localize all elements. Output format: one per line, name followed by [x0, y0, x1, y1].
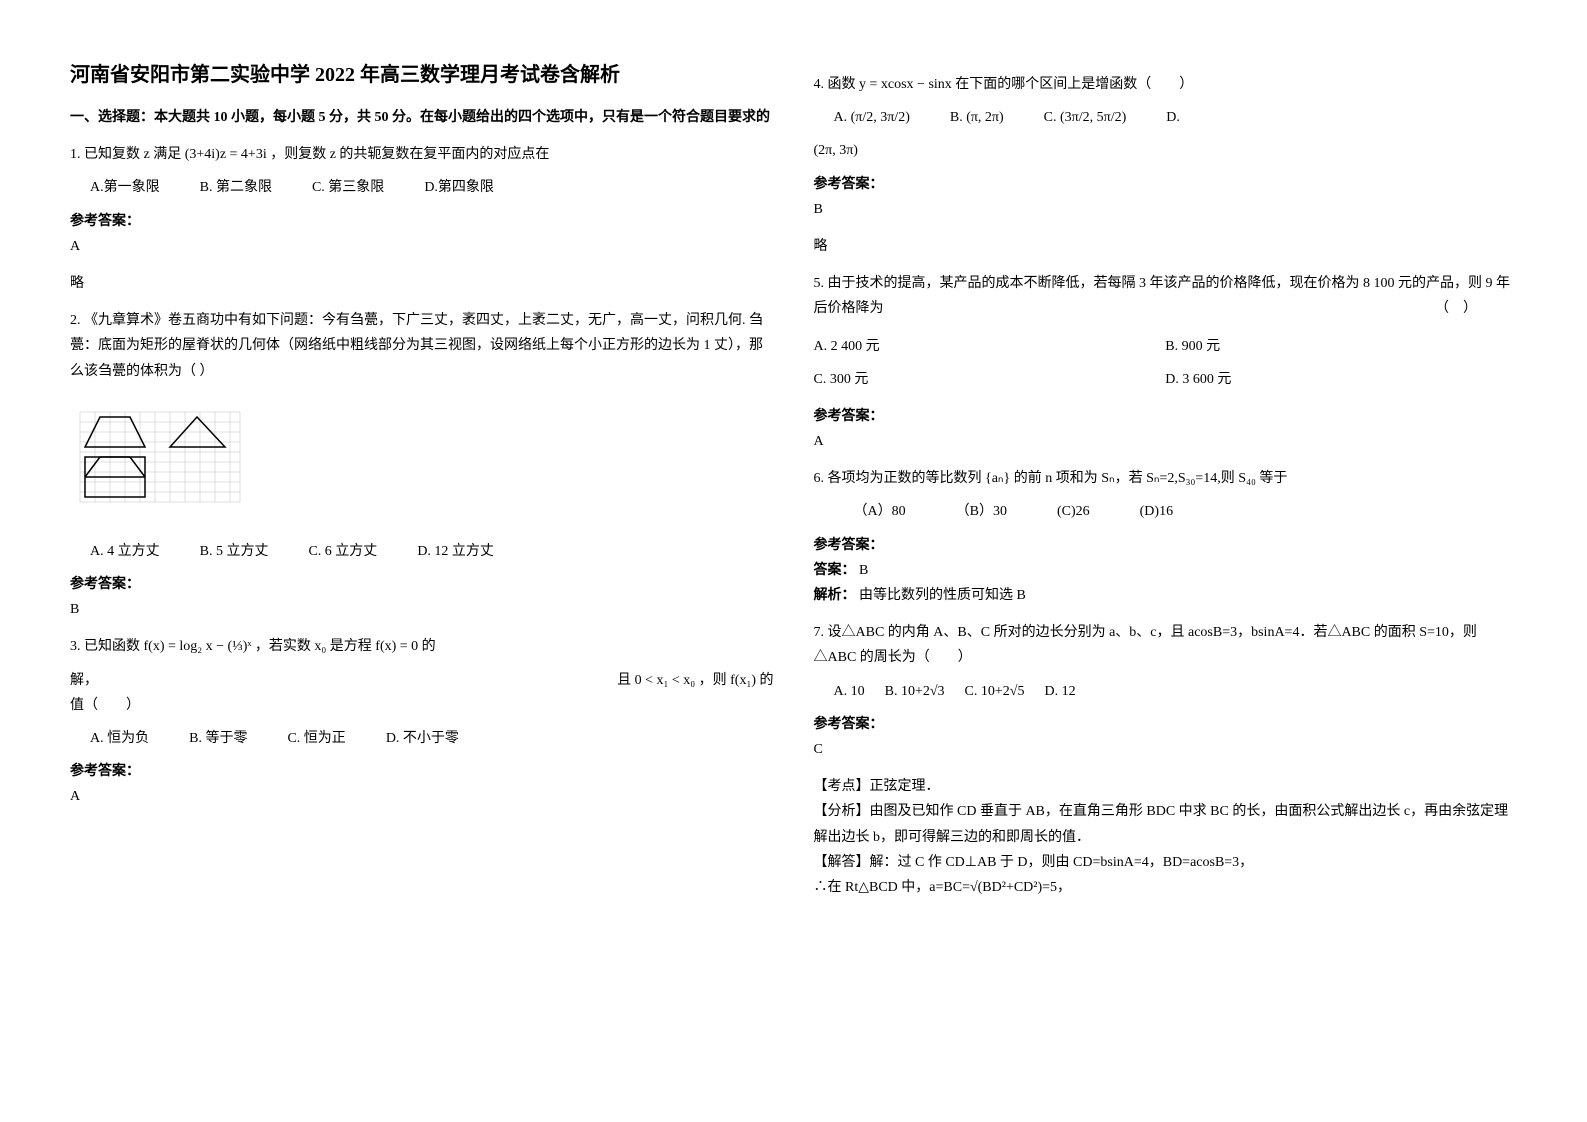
q2-diagram [70, 402, 250, 512]
q6-answer: B [859, 563, 868, 578]
q7-exp4: ∴在 Rt△BCD 中，a=BC=√(BD²+CD²)=5， [814, 875, 1518, 900]
q3-opt-a: A. 恒为负 [90, 726, 149, 751]
q6-note: 由等比数列的性质可知选 B [859, 588, 1026, 603]
q6-opt-d: (D)16 [1140, 499, 1173, 524]
q5-opt-c: C. 300 元 [814, 367, 1166, 392]
q1-opt-b: B. 第二象限 [200, 175, 272, 200]
q6-answer-prefix: 答案： [814, 563, 856, 578]
section-heading: 一、选择题：本大题共 10 小题，每小题 5 分，共 50 分。在每小题给出的四… [70, 105, 774, 130]
q1-note: 略 [70, 271, 774, 296]
q6-options: （A）80 （B）30 (C)26 (D)16 [814, 499, 1518, 524]
q5-opt-b: B. 900 元 [1165, 334, 1517, 359]
q3-opt-d: D. 不小于零 [386, 726, 459, 751]
q7-options: A. 10 B. 10+2√3 C. 10+2√5 D. 12 [814, 679, 1518, 704]
q2-answer: B [70, 597, 774, 622]
q4-opt-c: C. (3π/2, 5π/2) [1044, 105, 1127, 130]
q7-exp2: 【分析】由图及已知作 CD 垂直于 AB，在直角三角形 BDC 中求 BC 的长… [814, 799, 1518, 849]
q1-text: 1. 已知复数 z 满足 (3+4i)z = 4+3i ，则复数 z 的共轭复数… [70, 147, 549, 162]
right-column: 4. 函数 y = xcosx − sinx 在下面的哪个区间上是增函数（ ） … [794, 60, 1538, 1062]
q2-options: A. 4 立方丈 B. 5 立方丈 C. 6 立方丈 D. 12 立方丈 [70, 539, 774, 564]
q3-line2-left: 解， [70, 668, 98, 693]
q5-answer: A [814, 429, 1518, 454]
question-2: 2. 《九章算术》卷五商功中有如下问题：今有刍甍，下广三丈，袤四丈，上袤二丈，无… [70, 308, 774, 384]
q3-line2-right: 且 0 < x₁ < x₀ ，则 f(x₁) 的 [617, 668, 773, 693]
q5-answer-label: 参考答案： [814, 404, 1518, 429]
q4-answer: B [814, 197, 1518, 222]
q6-opt-c: (C)26 [1057, 499, 1090, 524]
q4-note: 略 [814, 234, 1518, 259]
q6-note-prefix: 解析： [814, 588, 856, 603]
q7-answer-label: 参考答案： [814, 712, 1518, 737]
q5-paren: （ ） [1435, 296, 1477, 321]
q3-formula: f(x) = log₂ x − (⅓)ˣ [144, 639, 252, 654]
q1-opt-c: C. 第三象限 [312, 175, 384, 200]
q3-text-p1: 3. 已知函数 [70, 639, 144, 654]
q6-answer-line: 答案： B [814, 558, 1518, 583]
q3-line3: 值（ ） [70, 693, 774, 718]
q1-answer: A [70, 234, 774, 259]
question-7: 7. 设△ABC 的内角 A、B、C 所对的边长分别为 a、b、c，且 acos… [814, 620, 1518, 670]
q2-opt-c: C. 6 立方丈 [308, 539, 377, 564]
q1-opt-d: D.第四象限 [424, 175, 494, 200]
question-6: 6. 各项均为正数的等比数列 {aₙ} 的前 n 项和为 Sₙ，若 Sₙ=2,S… [814, 466, 1518, 491]
q7-opt-b: B. 10+2√3 [885, 679, 945, 704]
q7-answer: C [814, 737, 1518, 762]
q4-opt-d: D. [1166, 105, 1180, 130]
q1-answer-label: 参考答案： [70, 209, 774, 234]
q1-options: A.第一象限 B. 第二象限 C. 第三象限 D.第四象限 [70, 175, 774, 200]
q6-answer-label: 参考答案： [814, 533, 1518, 558]
q3-text-p2: ，若实数 x₀ 是方程 f(x) = 0 的 [255, 639, 436, 654]
q7-exp3: 【解答】解：过 C 作 CD⊥AB 于 D，则由 CD=bsinA=4，BD=a… [814, 850, 1518, 875]
q4-options: A. (π/2, 3π/2) B. (π, 2π) C. (3π/2, 5π/2… [814, 105, 1518, 130]
q4-opt-b: B. (π, 2π) [950, 105, 1004, 130]
q5-options: A. 2 400 元 B. 900 元 C. 300 元 D. 3 600 元 [814, 330, 1518, 396]
q7-opt-c: C. 10+2√5 [965, 679, 1025, 704]
q3-answer-label: 参考答案： [70, 759, 774, 784]
question-4: 4. 函数 y = xcosx − sinx 在下面的哪个区间上是增函数（ ） [814, 72, 1518, 97]
q5-text: 5. 由于技术的提高，某产品的成本不断降低，若每隔 3 年该产品的价格降低，现在… [814, 276, 1511, 316]
q6-opt-a: （A）80 [854, 499, 906, 524]
q3-opt-b: B. 等于零 [189, 726, 247, 751]
q3-line2: 解， 且 0 < x₁ < x₀ ，则 f(x₁) 的 [70, 668, 774, 693]
doc-title: 河南省安阳市第二实验中学 2022 年高三数学理月考试卷含解析 [70, 60, 774, 90]
q2-answer-label: 参考答案： [70, 572, 774, 597]
left-column: 河南省安阳市第二实验中学 2022 年高三数学理月考试卷含解析 一、选择题：本大… [50, 60, 794, 1062]
q6-note-line: 解析： 由等比数列的性质可知选 B [814, 583, 1518, 608]
question-1: 1. 已知复数 z 满足 (3+4i)z = 4+3i ，则复数 z 的共轭复数… [70, 142, 774, 167]
q6-opt-b: （B）30 [956, 499, 1007, 524]
question-3: 3. 已知函数 f(x) = log₂ x − (⅓)ˣ ，若实数 x₀ 是方程… [70, 634, 774, 659]
q4-opt-d-line2: (2π, 3π) [814, 138, 1518, 163]
q4-answer-label: 参考答案： [814, 172, 1518, 197]
q3-opt-c: C. 恒为正 [287, 726, 345, 751]
q4-opt-a: A. (π/2, 3π/2) [834, 105, 910, 130]
q3-options: A. 恒为负 B. 等于零 C. 恒为正 D. 不小于零 [70, 726, 774, 751]
q2-opt-a: A. 4 立方丈 [90, 539, 160, 564]
q7-opt-d: D. 12 [1044, 679, 1075, 704]
q7-exp1: 【考点】正弦定理． [814, 774, 1518, 799]
q7-opt-a: A. 10 [834, 679, 865, 704]
q2-opt-b: B. 5 立方丈 [200, 539, 269, 564]
question-5: 5. 由于技术的提高，某产品的成本不断降低，若每隔 3 年该产品的价格降低，现在… [814, 271, 1518, 321]
q3-answer: A [70, 784, 774, 809]
q5-opt-d: D. 3 600 元 [1165, 367, 1517, 392]
q5-opt-a: A. 2 400 元 [814, 334, 1166, 359]
q2-opt-d: D. 12 立方丈 [417, 539, 494, 564]
q1-opt-a: A.第一象限 [90, 175, 160, 200]
